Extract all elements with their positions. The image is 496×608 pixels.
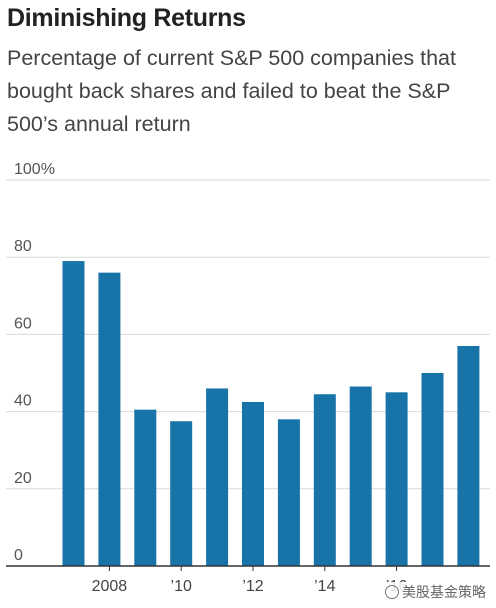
bar-2009: [134, 409, 157, 566]
wechat-icon: [385, 585, 399, 599]
x-tick-label-2012: ’12: [242, 578, 263, 595]
bar-2013: [277, 419, 300, 566]
bar-2007: [62, 261, 85, 566]
bar-2016: [385, 392, 408, 566]
bar-2015: [349, 386, 372, 566]
bar-2010: [170, 421, 193, 566]
y-tick-label-40: 40: [14, 393, 32, 410]
y-tick-label-60: 60: [14, 315, 32, 332]
y-tick-label-0: 0: [14, 547, 23, 564]
bar-2018: [457, 345, 480, 566]
chart-subtitle: Percentage of current S&P 500 companies …: [7, 46, 456, 136]
y-tick-label-100: 100%: [14, 161, 55, 178]
watermark: 美股基金策略: [383, 582, 488, 602]
watermark-text: 美股基金策略: [402, 585, 486, 601]
bar-2011: [206, 388, 229, 566]
chart-title: Diminishing Returns: [7, 4, 246, 32]
y-tick-label-20: 20: [14, 470, 32, 487]
x-tick-label-2008: 2008: [92, 578, 128, 595]
bar-2017: [421, 373, 444, 566]
y-tick-label-80: 80: [14, 238, 32, 255]
bar-2008: [98, 272, 121, 566]
x-tick-label-2010: ’10: [171, 578, 192, 595]
bar-2012: [242, 401, 264, 566]
x-tick-label-2014: ’14: [314, 578, 335, 595]
bar-2014: [313, 394, 336, 566]
